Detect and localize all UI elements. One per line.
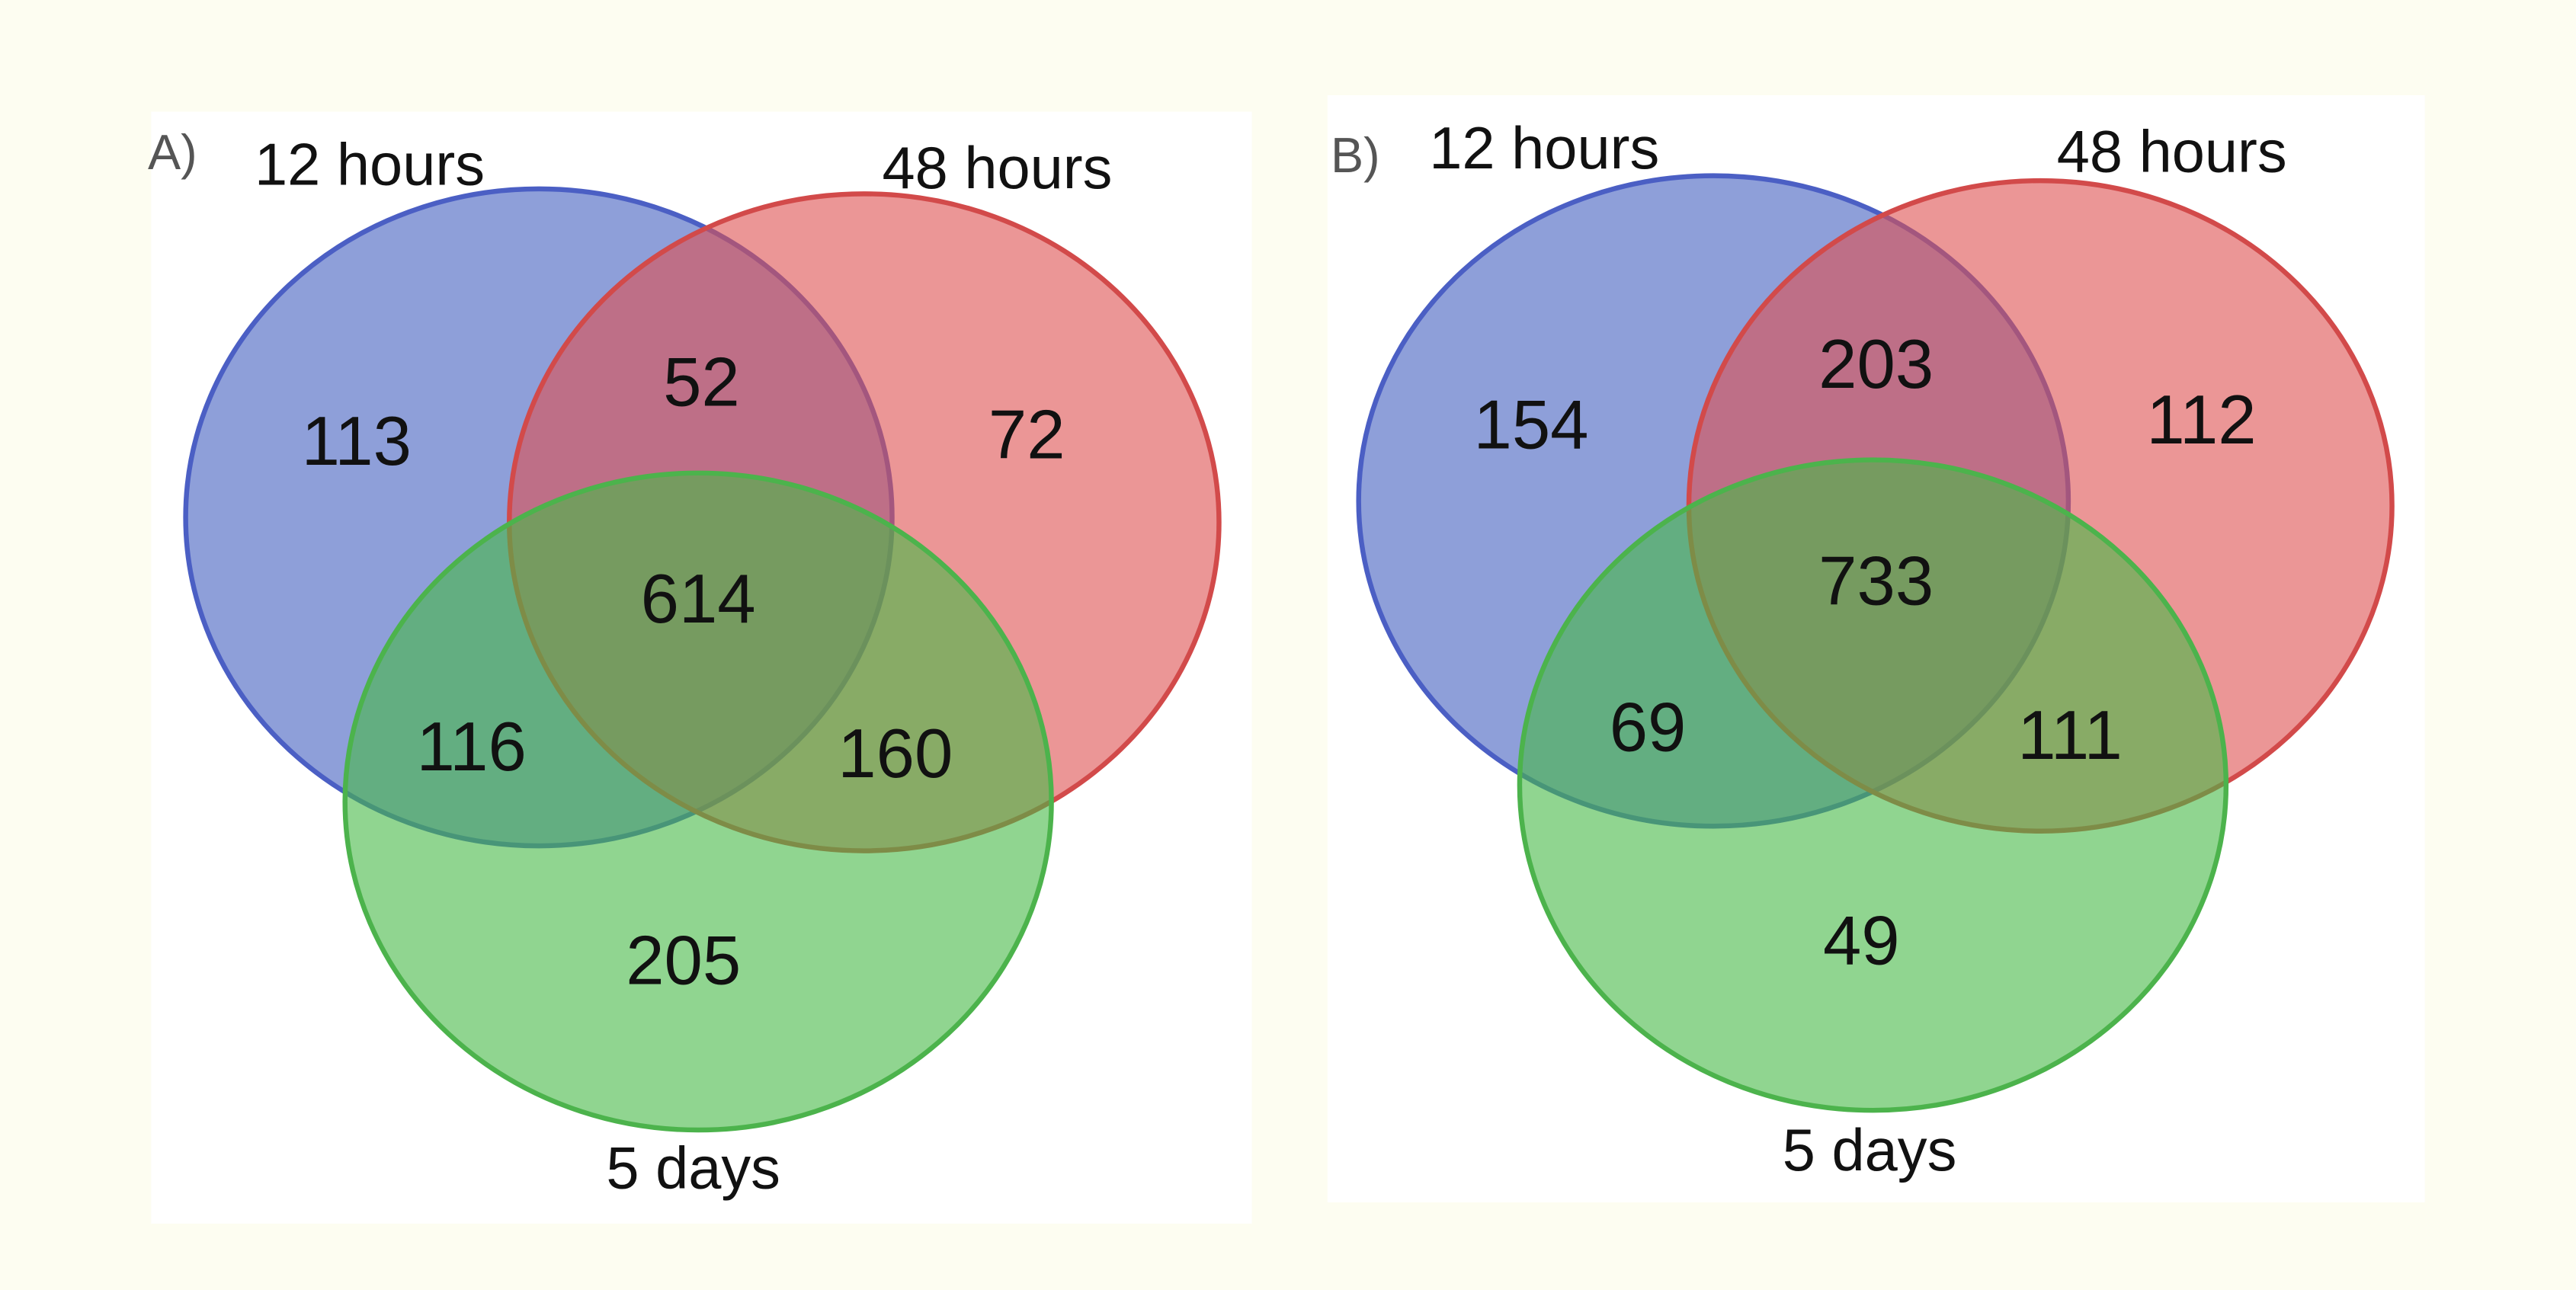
region-count: 160: [838, 715, 953, 792]
set-circle: [1517, 457, 2229, 1113]
panel-label: B): [1331, 127, 1380, 183]
set-label: 5 days: [1783, 1118, 1957, 1183]
set-label: 5 days: [606, 1136, 780, 1202]
region-count: 205: [626, 922, 741, 999]
region-count: 113: [302, 403, 412, 480]
region-count: 69: [1610, 689, 1687, 766]
region-count: 52: [663, 344, 740, 421]
region-count: 112: [2146, 382, 2256, 459]
region-count: 154: [1474, 387, 1589, 464]
region-count: 49: [1823, 903, 1900, 980]
region-count: 116: [417, 709, 527, 786]
panel-label: A): [148, 124, 197, 180]
set-label: 12 hours: [1429, 116, 1659, 181]
region-count: 203: [1818, 326, 1934, 403]
region-count: 72: [988, 397, 1065, 474]
region-count: 733: [1818, 543, 1934, 619]
region-count: 111: [2017, 697, 2123, 774]
set-label: 48 hours: [2057, 119, 2287, 184]
set-label: 48 hours: [882, 136, 1112, 201]
set-label: 12 hours: [255, 133, 485, 198]
set-circle: [342, 470, 1054, 1133]
region-count: 614: [641, 561, 756, 638]
